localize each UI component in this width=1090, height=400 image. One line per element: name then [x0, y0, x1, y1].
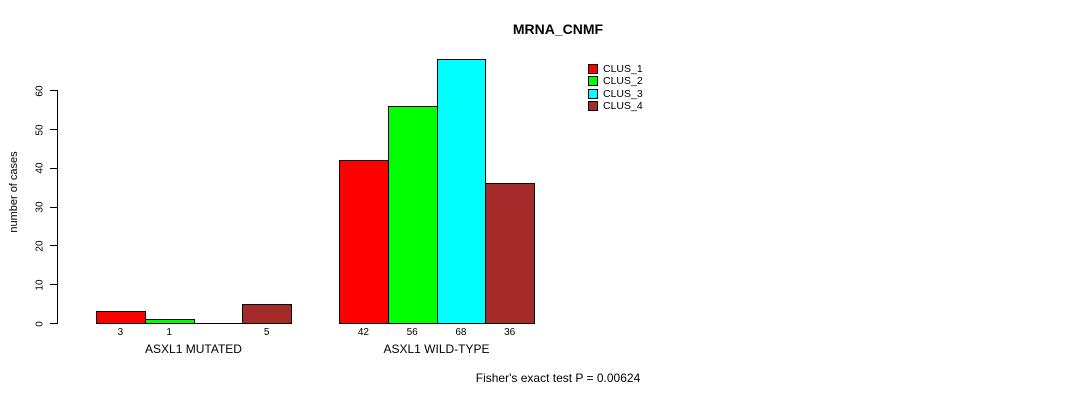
bar-value-label: 68 — [455, 327, 467, 338]
legend-label: CLUS_4 — [603, 99, 643, 112]
y-axis-line — [57, 90, 58, 324]
y-axis-tick — [50, 167, 57, 169]
bar-value-label: 42 — [357, 327, 369, 338]
bar-value-label: 36 — [504, 327, 516, 338]
y-axis-tick — [50, 129, 57, 131]
bar-clus_2 — [144, 319, 195, 324]
y-axis-tick-label: 10 — [34, 279, 46, 291]
legend: CLUS_1 CLUS_2 CLUS_3 CLUS_4 — [588, 63, 643, 112]
y-axis-tick-label: 20 — [34, 240, 46, 252]
legend-item: CLUS_3 — [588, 88, 643, 100]
x-axis-group-label: ASXL1 WILD-TYPE — [383, 342, 490, 356]
bar-clus_3 — [436, 59, 487, 324]
y-axis-label: number of cases — [8, 151, 20, 233]
y-axis-tick — [50, 284, 57, 286]
y-axis-tick-label: 40 — [34, 162, 46, 174]
legend-label: CLUS_3 — [603, 87, 643, 100]
legend-item: CLUS_1 — [588, 63, 643, 75]
bar-clus_2 — [387, 105, 438, 324]
legend-label: CLUS_1 — [603, 63, 643, 75]
y-axis-tick-label: 0 — [34, 320, 46, 327]
y-axis-tick-label: 30 — [34, 201, 46, 213]
legend-item: CLUS_2 — [588, 75, 643, 87]
bar-clus_4 — [242, 303, 292, 324]
bar-clus_1 — [96, 311, 146, 324]
bar-value-label: 1 — [166, 327, 172, 338]
chart-title: MRNA_CNMF — [512, 21, 604, 37]
y-axis-tick-label: 50 — [34, 124, 46, 136]
bar-clus_4 — [485, 183, 535, 324]
fisher-test-annotation: Fisher's exact test P = 0.00624 — [475, 371, 641, 385]
y-axis-tick-label: 60 — [34, 85, 46, 97]
y-axis-tick — [50, 323, 57, 324]
bar-value-label: 56 — [406, 327, 418, 338]
legend-swatch-clus_3 — [588, 88, 598, 99]
y-axis-tick — [50, 206, 57, 208]
x-axis-group-label: ASXL1 MUTATED — [145, 342, 242, 356]
legend-swatch-clus_4 — [588, 100, 598, 111]
y-axis-tick — [50, 245, 57, 247]
bar-value-label: 3 — [117, 327, 124, 338]
legend-swatch-clus_2 — [588, 76, 598, 87]
legend-swatch-clus_1 — [588, 64, 598, 74]
legend-item: CLUS_4 — [588, 100, 643, 112]
bar-value-label: 5 — [263, 327, 270, 338]
y-axis-tick — [50, 90, 57, 92]
legend-label: CLUS_2 — [603, 75, 643, 88]
bar-clus_1 — [339, 160, 389, 324]
